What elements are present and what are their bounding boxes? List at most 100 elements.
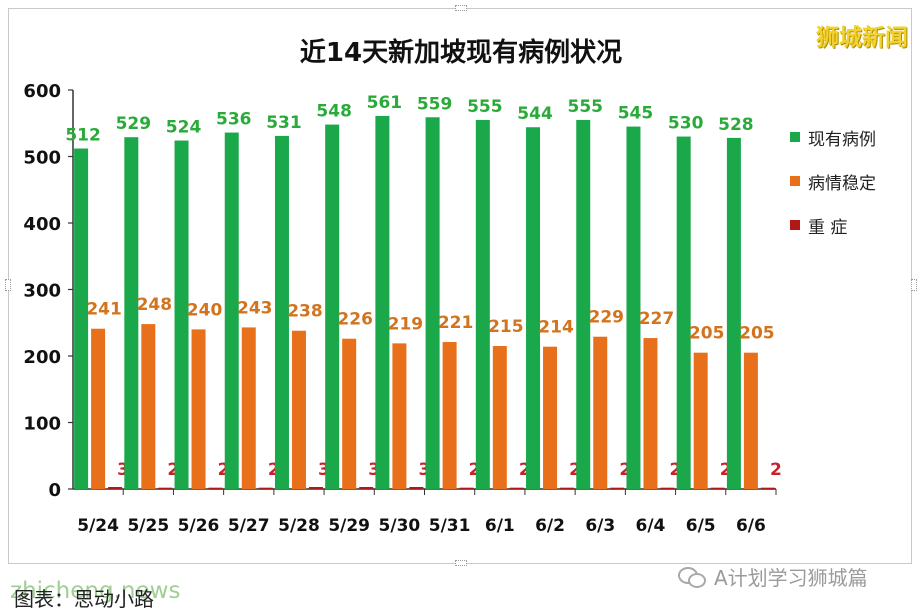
data-label: 227 (639, 309, 675, 329)
data-label: 205 (739, 324, 775, 344)
x-tick-label: 5/24 (77, 516, 119, 536)
bar-stable (643, 338, 658, 489)
chart-legend: 现有病例 病情稳定重 症 (790, 126, 876, 258)
legend-swatch (790, 220, 800, 230)
bar-active (224, 132, 239, 489)
data-label: 2 (167, 460, 179, 480)
watermark-text: A计划学习狮城篇 (714, 566, 868, 590)
data-label: 215 (488, 317, 524, 337)
data-label: 2 (770, 460, 782, 480)
data-label: 229 (589, 308, 625, 328)
data-label: 545 (618, 104, 654, 124)
bar-stable (492, 346, 507, 489)
resize-handle-top[interactable] (455, 5, 467, 11)
data-label: 2 (469, 460, 481, 480)
bar-stable (693, 352, 708, 489)
bar-active (425, 117, 440, 489)
bar-active (726, 137, 741, 489)
data-label: 529 (116, 114, 152, 134)
chart-frame (8, 8, 912, 564)
legend-label: 病情稳定 (808, 173, 876, 194)
data-label: 531 (266, 113, 302, 133)
data-label: 512 (65, 126, 101, 146)
bar-active (676, 136, 691, 490)
data-label: 548 (316, 102, 352, 122)
data-label: 3 (368, 460, 380, 480)
bar-critical (258, 487, 273, 490)
data-label: 2 (670, 460, 682, 480)
data-label: 243 (237, 298, 273, 318)
bar-active (375, 115, 390, 489)
data-label: 219 (388, 314, 424, 334)
data-label: 2 (619, 460, 631, 480)
data-label: 2 (218, 460, 230, 480)
site-watermark: zhicheng.news (10, 578, 181, 604)
bar-critical (158, 487, 173, 490)
legend-item: 现有病例 (790, 126, 876, 150)
bar-critical (108, 487, 123, 490)
data-label: 528 (718, 115, 754, 135)
bar-critical (208, 487, 223, 490)
resize-handle-left[interactable] (5, 279, 11, 291)
legend-item: 病情稳定 (790, 170, 876, 194)
chart-title: 近14天新加坡现有病例状况 (299, 38, 623, 68)
bar-stable (392, 343, 407, 489)
x-tick-label: 5/30 (379, 516, 421, 536)
x-tick-label: 5/28 (278, 516, 320, 536)
bar-stable (141, 324, 156, 489)
bar-active (576, 119, 591, 490)
wechat-icon (678, 565, 708, 589)
legend-swatch (790, 132, 800, 142)
data-label: 555 (568, 97, 604, 117)
data-label: 524 (166, 118, 202, 138)
resize-handle-right[interactable] (911, 279, 917, 291)
bar-active (526, 127, 541, 490)
bar-active (274, 135, 289, 489)
bar-critical (660, 487, 675, 490)
bar-stable (442, 342, 457, 489)
bar-critical (509, 487, 524, 490)
data-label: 2 (569, 460, 581, 480)
bar-critical (459, 487, 474, 490)
x-tick-label: 6/4 (636, 516, 666, 536)
data-label: 238 (287, 302, 323, 322)
bar-stable (543, 346, 558, 489)
wechat-watermark: A计划学习狮城篇 (678, 562, 868, 591)
bar-stable (91, 328, 106, 489)
legend-swatch (790, 176, 800, 186)
resize-handle-bottom[interactable] (455, 560, 467, 566)
bar-active (475, 119, 490, 490)
bar-critical (760, 487, 775, 490)
source-credit: 图表：思动小路 (14, 587, 154, 611)
bar-active (74, 148, 89, 489)
x-tick-label: 6/6 (736, 516, 766, 536)
data-label: 2 (720, 460, 732, 480)
data-label: 2 (268, 460, 280, 480)
bar-critical (610, 487, 625, 490)
x-tick-label: 5/27 (228, 516, 270, 536)
data-label: 3 (318, 460, 330, 480)
bar-active (626, 126, 641, 489)
x-tick-label: 6/3 (585, 516, 615, 536)
bar-stable (291, 330, 306, 489)
x-tick-label: 5/29 (328, 516, 370, 536)
x-tick-label: 5/31 (429, 516, 471, 536)
data-label: 221 (438, 313, 474, 333)
bar-stable (241, 327, 256, 489)
x-tick-label: 5/26 (178, 516, 220, 536)
data-label: 205 (689, 324, 725, 344)
y-tick-label: 300 (23, 281, 61, 302)
data-label: 555 (467, 97, 503, 117)
bar-active (124, 137, 139, 489)
x-tick-label: 6/5 (686, 516, 716, 536)
x-tick-label: 6/1 (485, 516, 515, 536)
data-label: 240 (187, 300, 223, 320)
data-label: 561 (367, 93, 403, 113)
y-tick-label: 600 (23, 81, 61, 102)
y-tick-label: 100 (23, 414, 61, 435)
data-label: 226 (337, 310, 373, 330)
data-label: 530 (668, 114, 704, 134)
y-tick-label: 500 (23, 148, 61, 169)
bar-critical (359, 487, 374, 490)
